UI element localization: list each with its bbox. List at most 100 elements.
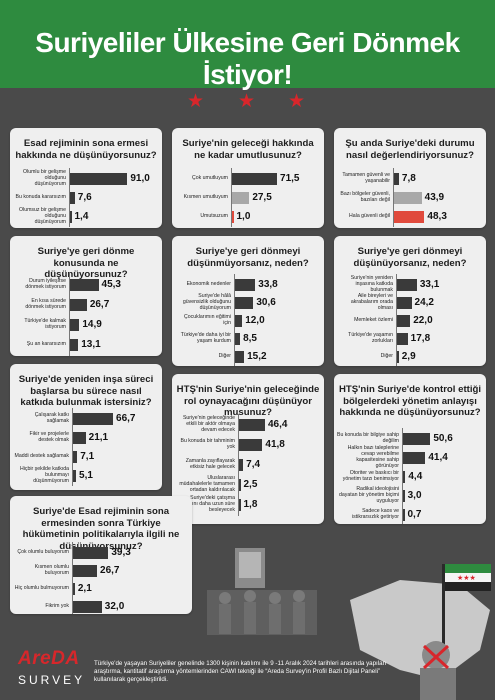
chart-row: Hiçbir şekilde katkıda bulunmayı düşünmü… — [10, 466, 162, 485]
category-label: Çocuklarımın eğitimi için — [184, 314, 231, 326]
chart-row: Çok umutluyum 71,5 — [172, 170, 324, 188]
areda-logo-subtitle: SURVEY — [18, 673, 86, 687]
bar — [239, 459, 244, 471]
bar-value-label: 50,6 — [433, 433, 453, 444]
chart-row: Türkiye'de kalmak istiyorum 14,9 — [10, 316, 162, 334]
header-banner: Suriyeliler Ülkesine Geri Dönmek İstiyor… — [0, 0, 495, 90]
bar-value-label: 46,4 — [267, 419, 288, 430]
chart-row: Radikal ideolojisini dayatan bir yönetim… — [334, 486, 486, 505]
category-label: Bazı bölgeler güvenli, bazıları değil — [340, 191, 390, 203]
category-label: Tamamen güvenli ve yaşanabilir — [342, 172, 390, 184]
category-label: Çalışarak katkı sağlamak — [34, 412, 69, 424]
chart-row: Olumlu bir gelişme olduğunu düşünüyorum 9… — [10, 169, 162, 188]
bar — [73, 470, 77, 482]
bar — [394, 192, 422, 204]
bar-value-label: 12,0 — [245, 315, 265, 326]
category-label: Bu konuda bir bilgiye sahip değilim — [337, 432, 400, 444]
category-label: Diğer — [218, 353, 231, 360]
bar — [239, 439, 263, 451]
category-label: Halkın bazı taleplerine cevap verebilme … — [347, 445, 399, 469]
chart-row: Fikir ve projelerle destek olmak 21,1 — [10, 429, 162, 447]
chart-panel: Suriye'de yeniden inşa süreci başlarsa b… — [10, 364, 162, 490]
chart-axis — [231, 168, 232, 227]
chart-axis — [69, 274, 70, 356]
bar-value-label: 22,0 — [413, 315, 433, 326]
category-label: Fikir ve projelerle destek olmak — [29, 431, 70, 443]
bar — [397, 315, 411, 327]
chart-row: Şu an kararsızım 13,1 — [10, 336, 162, 354]
bar-value-label: 26,7 — [89, 299, 110, 310]
chart-panel: HTŞ'nin Suriye'de kontrol ettiği bölgele… — [334, 374, 486, 524]
bar — [70, 319, 80, 331]
category-label: Olumsuz bir gelişme olduğunu düşünüyorum — [19, 207, 66, 225]
chart-row: Otoriter ve baskıcı bir yönetim tarzı be… — [334, 468, 486, 486]
areda-logo: AreDA — [18, 648, 80, 669]
chart-panel: Şu anda Suriye'deki durumu nasıl değerle… — [334, 128, 486, 228]
chart-row: Tamamen güvenli ve yaşanabilir 7,8 — [334, 170, 486, 188]
chart-title: HTŞ'nin Suriye'de kontrol ettiği bölgele… — [338, 384, 482, 418]
bar — [235, 315, 243, 327]
category-label: Çok umutluyum — [191, 175, 228, 182]
category-label: Bu konuda bir tahminim yok — [180, 438, 236, 450]
bar — [403, 509, 405, 521]
chart-row: Bu konuda bir tahminim yok 41,8 — [172, 436, 324, 454]
bar — [70, 192, 75, 204]
category-label: Hiçbir şekilde katkıda bulunmayı düşünmü… — [19, 466, 69, 484]
bar — [397, 297, 412, 309]
category-label: Çok olumlu buluyorum — [17, 549, 69, 556]
chart-row: Suriye'nin geleceğinde etkili bir aktör … — [172, 415, 324, 434]
bar-value-label: 1,8 — [243, 499, 258, 510]
chart-axis — [396, 274, 397, 366]
bar — [70, 173, 128, 185]
footer-note: Türkiye'de yaşayan Suriyeliler genelinde… — [94, 660, 387, 684]
category-label: Maddi destek sağlamak — [14, 453, 70, 460]
bar-value-label: 7,6 — [77, 192, 92, 203]
chart-row: Çocuklarımın eğitimi için 12,0 — [172, 312, 324, 330]
bar-value-label: 4,4 — [408, 471, 423, 482]
bar-value-label: 66,7 — [116, 413, 136, 424]
syria-map: ★★★ — [350, 564, 491, 700]
bar — [397, 333, 408, 345]
chart-row: Suriye'deki çatışma ortamını daha uzun s… — [172, 495, 324, 514]
category-label: Otoriter ve baskıcı bir yönetim tarzı be… — [342, 470, 399, 482]
chart-row: Kısmen umutluyum 27,5 — [172, 189, 324, 207]
bar — [73, 565, 98, 577]
chart-axis — [72, 542, 73, 614]
bar — [397, 351, 399, 363]
chart-row: Durum iyileşirse dönmek istiyorum 45,3 — [10, 276, 162, 294]
category-label: Suriye'deki çatışma ortamını daha uzun s… — [178, 495, 235, 513]
bar-value-label: 71,5 — [280, 173, 300, 184]
star-icon: ★ — [238, 91, 256, 112]
bar-value-label: 0,7 — [407, 509, 422, 520]
category-label: Fikrim yok — [45, 603, 69, 610]
chart-row: Maddi destek sağlamak 7,1 — [10, 448, 162, 466]
chart-panel: Suriye'de Esad rejiminin sona ermesinden… — [10, 496, 192, 614]
bar-value-label: 41,8 — [265, 439, 285, 450]
bar-value-label: 33,1 — [419, 279, 440, 290]
chart-row: Fikrim yok 32,0 — [10, 598, 192, 614]
bar — [70, 299, 87, 311]
chart-row: Diğer 2,9 — [334, 348, 486, 366]
category-label: Suriye'nin yeniden inşasına katkıda bulu… — [350, 275, 393, 293]
bar-value-label: 43,9 — [424, 192, 445, 203]
category-label: Şu an kararsızım — [26, 341, 66, 348]
chart-axis — [72, 408, 73, 486]
category-label: Aile bireyleri ve akrabalarım orada olma… — [350, 293, 393, 311]
chart-row: Çalışarak katkı sağlamak 66,7 — [10, 410, 162, 428]
bar — [235, 333, 241, 345]
bar-value-label: 8,5 — [243, 333, 257, 344]
chart-row: Bu konuda kararsızım 7,6 — [10, 189, 162, 207]
chart-axis — [69, 168, 70, 227]
bar — [73, 583, 75, 595]
chart-panel: Suriye'ye geri dönmeyi düşünüyorsanız, n… — [334, 236, 486, 366]
category-label: Durum iyileşirse dönmek istiyorum — [25, 278, 66, 290]
chart-title: Suriye'nin geleceği hakkında ne kadar um… — [182, 138, 314, 161]
chart-row: Bu konuda bir bilgiye sahip değilim 50,6 — [334, 430, 486, 448]
category-label: Kısmen umutluyum — [183, 194, 228, 201]
star-icon: ★ — [187, 91, 205, 112]
syrian-opposition-flag: ★★★ — [442, 564, 491, 664]
chart-panel: Esad rejiminin sona ermesi hakkında ne d… — [10, 128, 162, 228]
chart-row: Olumsuz bir gelişme olduğunu düşünüyorum… — [10, 207, 162, 226]
bar-value-label: 48,3 — [427, 211, 447, 222]
category-label: Türkiye'de yaşamın zorlukları — [348, 332, 393, 344]
